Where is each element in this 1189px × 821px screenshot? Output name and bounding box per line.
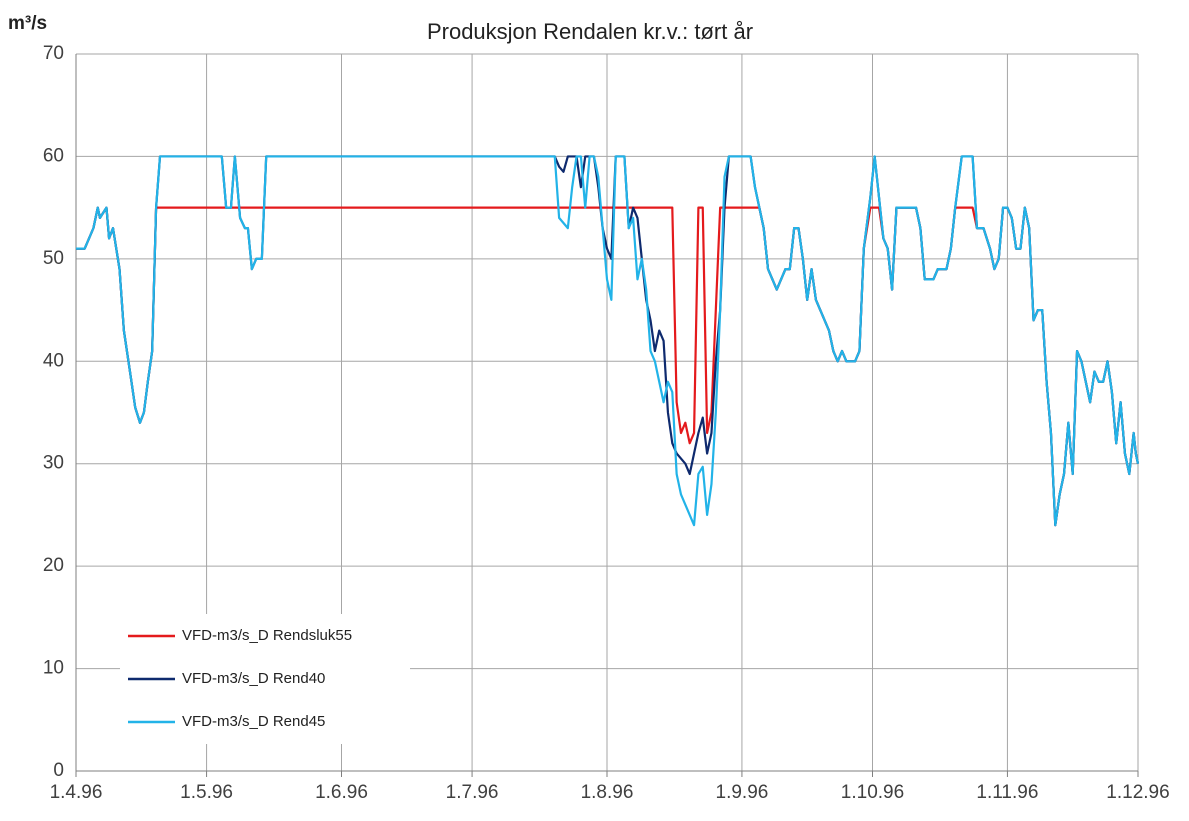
x-tick-label: 1.7.96 (446, 782, 499, 803)
series-line (76, 155, 1140, 527)
x-tick-label: 1.10.96 (841, 782, 904, 803)
chart-title: Produksjon Rendalen kr.v.: tørt år (427, 19, 753, 44)
legend-label: VFD-m3/s_D Rend45 (182, 713, 325, 730)
x-tick-label: 1.9.96 (716, 782, 769, 803)
y-tick-label: 0 (53, 760, 64, 781)
y-tick-label: 70 (43, 43, 64, 64)
x-tick-label: 1.5.96 (180, 782, 233, 803)
y-axis-label: m³/s (8, 13, 47, 34)
x-tick-label: 1.8.96 (581, 782, 634, 803)
x-tick-label: 1.4.96 (50, 782, 103, 803)
y-tick-label: 30 (43, 453, 64, 474)
y-tick-label: 40 (43, 350, 64, 371)
y-tick-label: 20 (43, 555, 64, 576)
y-tick-label: 50 (43, 248, 64, 269)
legend-label: VFD-m3/s_D Rendsluk55 (182, 627, 352, 644)
y-tick-label: 60 (43, 145, 64, 166)
y-tick-label: 10 (43, 658, 64, 679)
legend-label: VFD-m3/s_D Rend40 (182, 670, 325, 687)
x-tick-label: 1.6.96 (315, 782, 368, 803)
x-tick-label: 1.12.96 (1106, 782, 1169, 803)
grid: 0 10 20 30 40 50 60 70 1.4.96 1.5.96 1.6.96 1.7.96 1… (43, 43, 1170, 803)
legend: VFD-m3/s_D Rendsluk55 VFD-m3/s_D Rend40 VF… (120, 614, 410, 744)
x-tick-label: 1.11.96 (976, 782, 1038, 803)
lines (76, 155, 1140, 527)
